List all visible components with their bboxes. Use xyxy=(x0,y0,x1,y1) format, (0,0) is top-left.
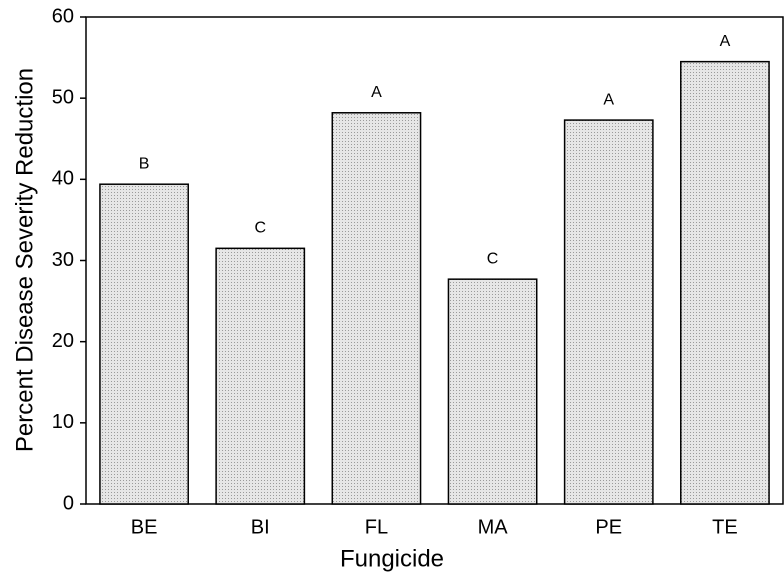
y-tick-label: 50 xyxy=(52,86,74,108)
plot-frame xyxy=(85,16,784,505)
x-axis-label: Fungicide xyxy=(340,545,444,572)
bar xyxy=(331,112,422,505)
bar xyxy=(680,60,770,505)
x-tick-label: TE xyxy=(712,516,738,538)
bar-annotation: A xyxy=(720,33,731,50)
bar-annotation: A xyxy=(603,91,614,108)
bar xyxy=(215,247,306,505)
bar-annotation: C xyxy=(487,250,499,267)
y-tick-label: 40 xyxy=(52,168,74,190)
bar xyxy=(447,278,538,505)
x-tick-label: BI xyxy=(251,516,270,538)
x-tick-label: FL xyxy=(365,516,388,538)
bar-annotation: A xyxy=(371,84,382,101)
x-tick-label: PE xyxy=(595,516,622,538)
x-tick-label: BE xyxy=(131,516,158,538)
y-tick-label: 20 xyxy=(52,330,74,352)
x-tick-label: MA xyxy=(478,516,509,538)
bar xyxy=(99,183,189,505)
y-tick-label: 0 xyxy=(63,492,74,514)
y-tick-label: 30 xyxy=(52,249,74,271)
bar-annotation: C xyxy=(254,220,266,237)
bar-annotation: B xyxy=(139,155,150,172)
y-axis-label: Percent Disease Severity Reduction xyxy=(11,68,38,452)
y-tick-label: 60 xyxy=(52,5,74,27)
y-tick-label: 10 xyxy=(52,411,74,433)
bar xyxy=(563,119,654,505)
